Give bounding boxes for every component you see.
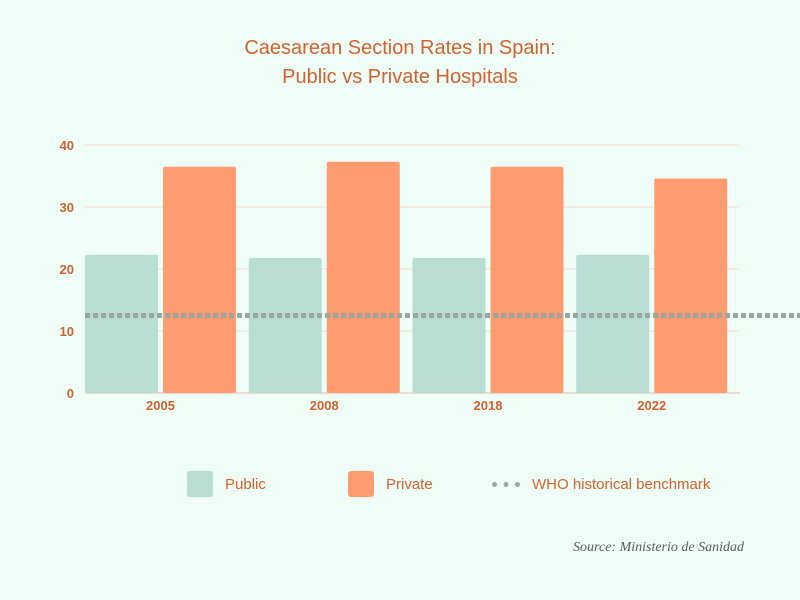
bar-public-2022 <box>576 254 650 393</box>
y-axis-ticks: 0 10 20 30 40 <box>60 138 74 401</box>
bar-private-2022 <box>654 178 728 393</box>
bar-private-2005 <box>163 166 236 393</box>
legend-swatch-benchmark <box>492 481 520 487</box>
legend-swatch-private <box>348 471 374 497</box>
legend: Public Private WHO historical benchmark <box>0 470 800 498</box>
x-axis-ticks: 2005 2008 2018 2022 <box>146 398 666 413</box>
bar-public-2018 <box>412 257 486 393</box>
y-tick-label: 40 <box>60 138 74 153</box>
y-tick-label: 30 <box>60 200 74 215</box>
bar-public-2005 <box>85 254 158 393</box>
x-tick-label: 2022 <box>637 398 666 413</box>
chart-title-line-1: Caesarean Section Rates in Spain: <box>244 37 556 59</box>
y-tick-label: 10 <box>60 324 74 339</box>
legend-label-public: Public <box>225 475 266 493</box>
legend-item-benchmark: WHO historical benchmark <box>492 470 710 498</box>
x-tick-label: 2005 <box>146 398 175 413</box>
y-tick-label: 20 <box>60 262 74 277</box>
source-note: Source: Ministerio de Sanidad <box>573 540 744 555</box>
x-tick-label: 2008 <box>310 398 339 413</box>
legend-swatch-public <box>187 471 213 497</box>
legend-label-benchmark: WHO historical benchmark <box>532 475 711 493</box>
legend-label-private: Private <box>386 475 433 493</box>
bar-private-2008 <box>326 161 400 393</box>
y-tick-label: 0 <box>67 386 74 401</box>
bar-public-2008 <box>248 257 322 393</box>
bars <box>85 161 728 393</box>
legend-item-public: Public <box>187 470 266 498</box>
chart-title-line-2: Public vs Private Hospitals <box>282 66 518 88</box>
bar-private-2018 <box>490 166 564 393</box>
x-tick-label: 2018 <box>474 398 503 413</box>
chart-title: Caesarean Section Rates in Spain: Public… <box>0 34 800 92</box>
legend-item-private: Private <box>348 470 433 498</box>
